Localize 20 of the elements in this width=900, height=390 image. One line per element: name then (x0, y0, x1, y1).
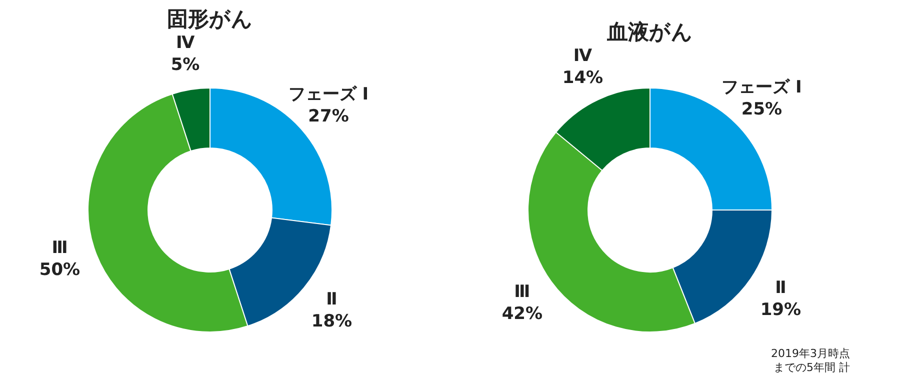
slice-label: Ⅳ (573, 46, 592, 66)
slice-label: Ⅲ (52, 238, 68, 258)
text: までの5年間 計 (774, 361, 850, 374)
chart-title: 固形がん (167, 6, 253, 31)
data-label: 42% (502, 304, 543, 324)
slice-label: Ⅱ (326, 290, 338, 310)
slice-label: フェーズ Ⅰ (288, 84, 369, 105)
data-label: 50% (39, 260, 80, 280)
slice-label: Ⅲ (514, 282, 530, 302)
slice-label: Ⅱ (775, 278, 786, 298)
data-label: 27% (308, 106, 349, 127)
slice-label: フェーズ Ⅰ (722, 77, 802, 98)
data-label: 18% (311, 312, 352, 332)
slice-label: Ⅳ (176, 32, 195, 53)
chart-title: 血液がん (606, 20, 693, 44)
data-label: 5% (170, 54, 200, 75)
data-label: 14% (562, 68, 604, 88)
text: 2019年3月時点 (771, 347, 850, 360)
data-label: 19% (760, 300, 802, 320)
data-label: 25% (741, 99, 782, 120)
